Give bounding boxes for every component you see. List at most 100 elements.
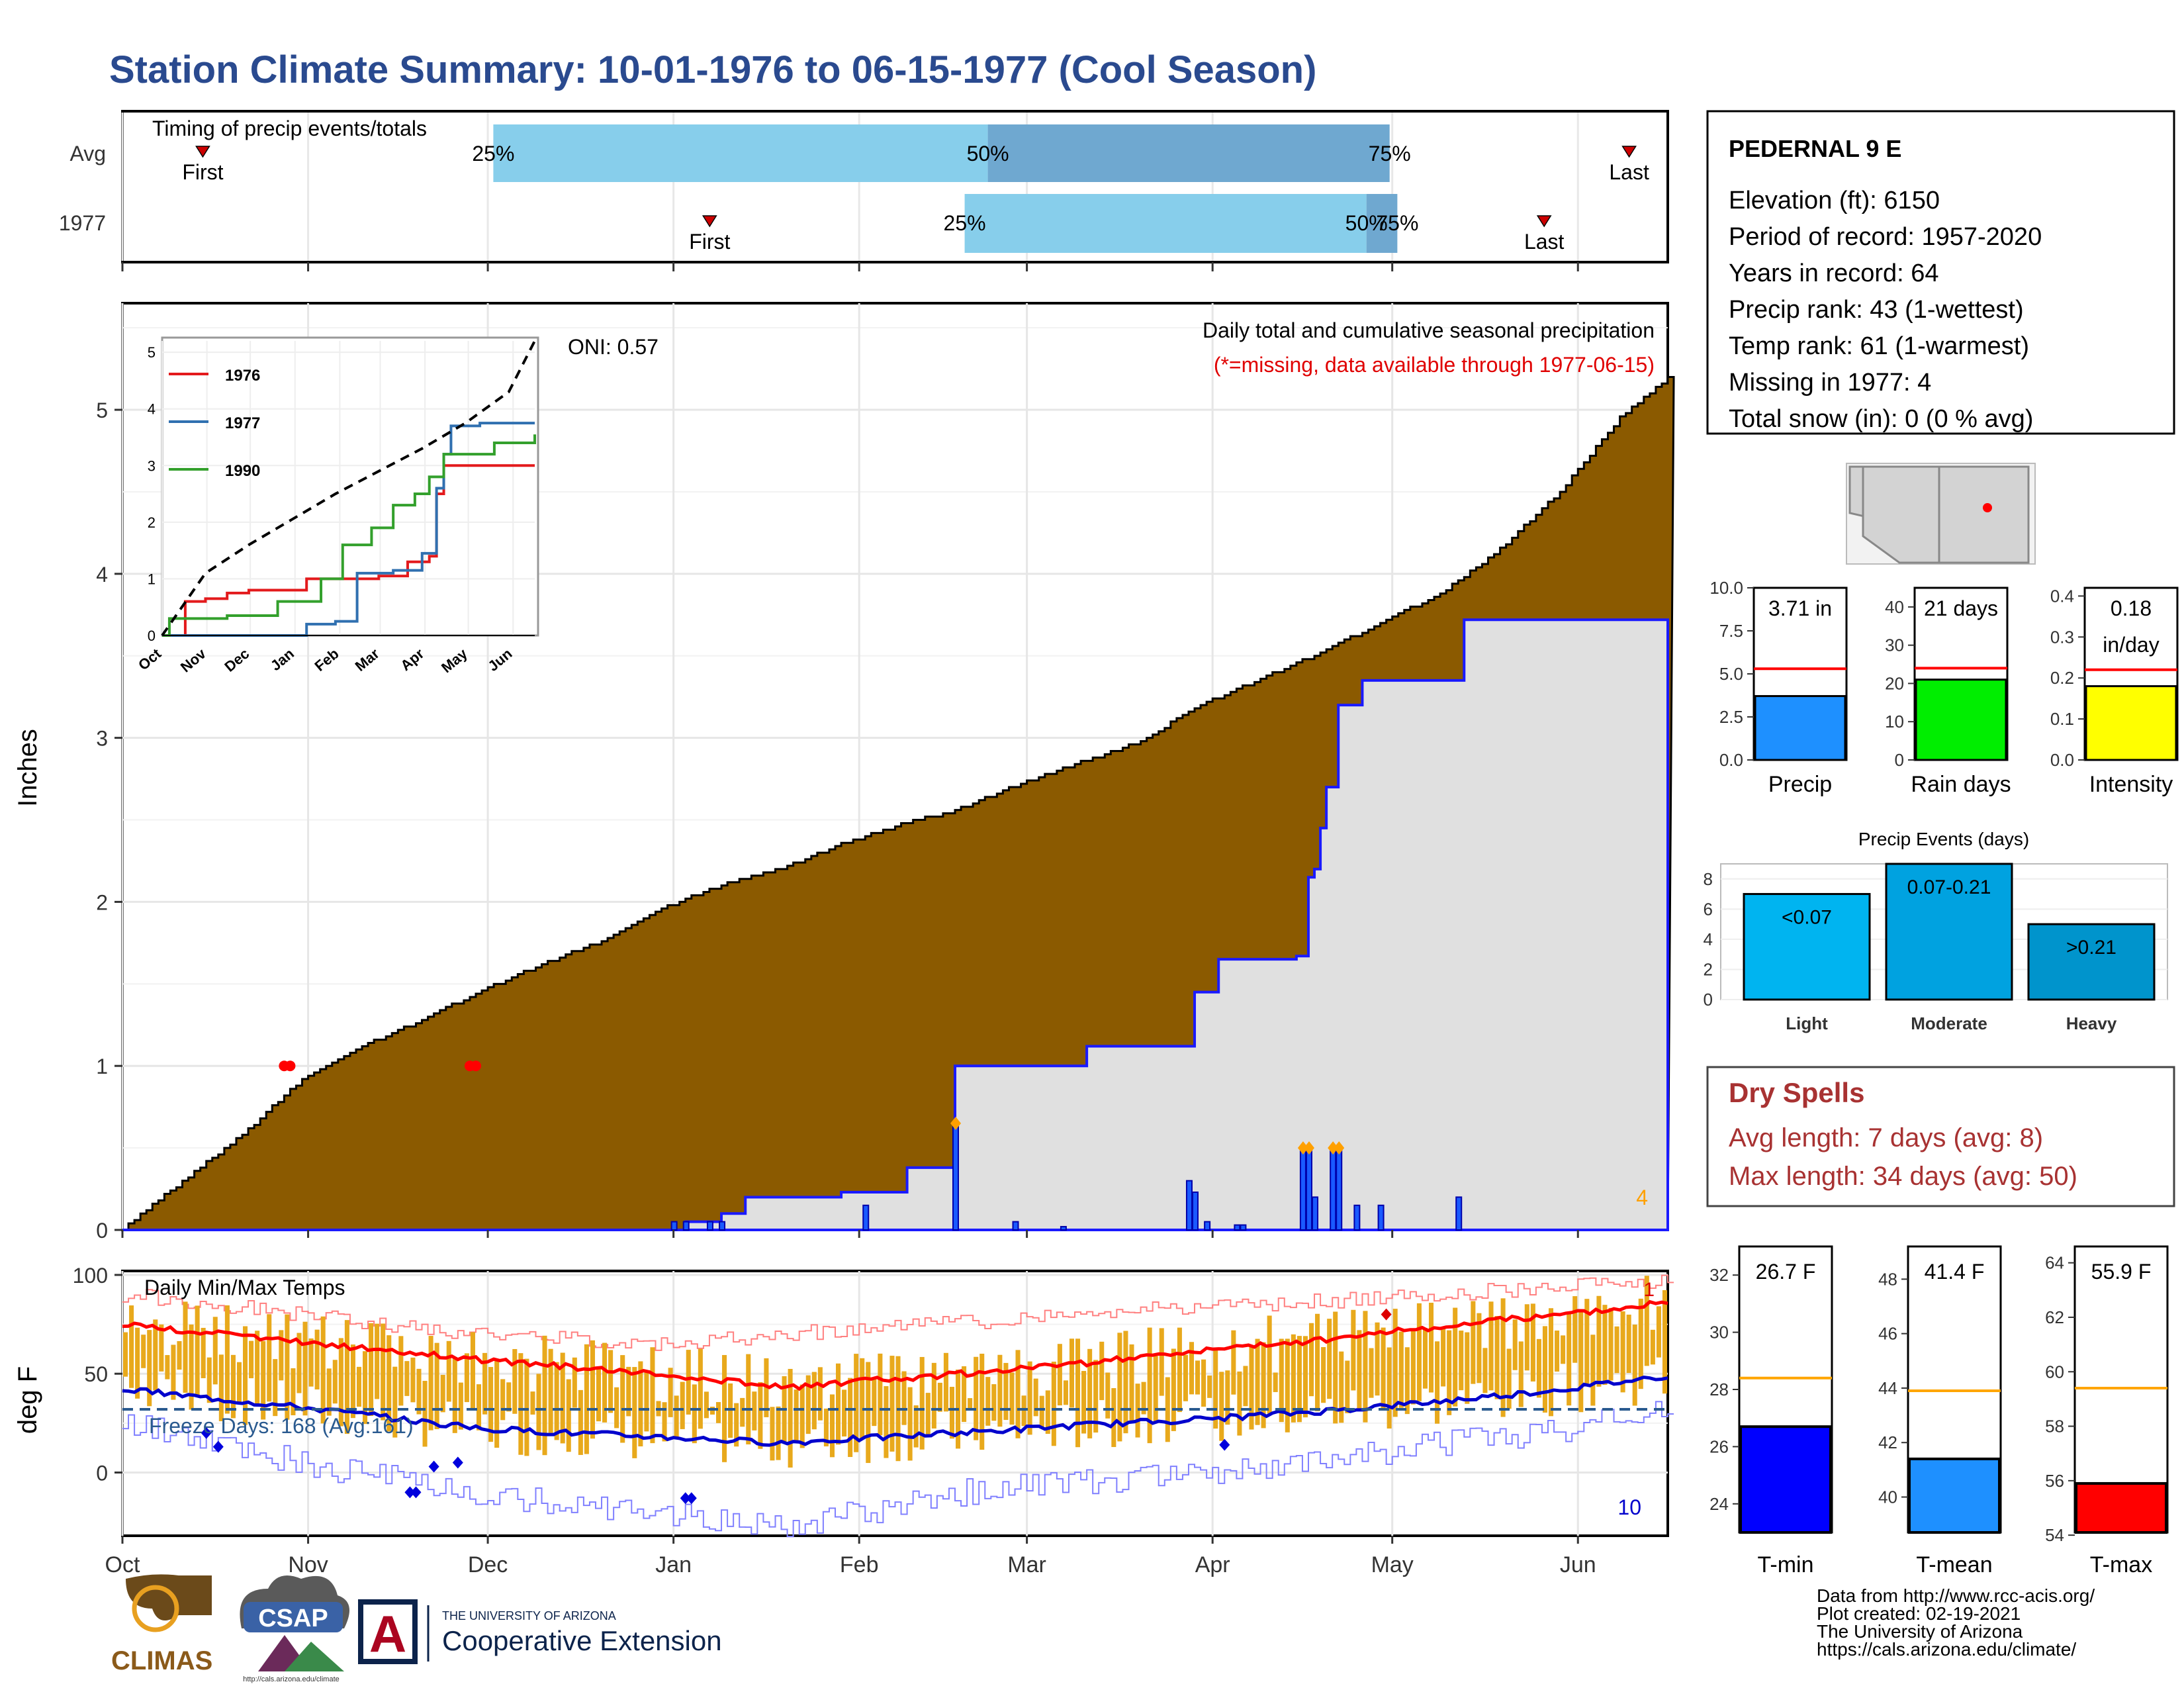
- daily-temp-bar: [1063, 1380, 1068, 1405]
- daily-temp-bar: [650, 1347, 655, 1444]
- record-low-marker: [428, 1460, 439, 1473]
- events-bar-label: <0.07: [1782, 907, 1832, 929]
- daily-temp-bar: [1237, 1371, 1242, 1436]
- freeze-days-label: Freeze Days: 168 (Avg:161): [149, 1414, 414, 1438]
- avg-low-line: [122, 1376, 1668, 1447]
- daily-temp-bar: [302, 1321, 308, 1416]
- daily-temp-bar: [129, 1305, 134, 1388]
- daily-temp-bar: [1273, 1372, 1278, 1392]
- events-category-label: Light: [1786, 1013, 1828, 1033]
- summary-precip-value: 3.71 in: [1768, 596, 1832, 620]
- daily-temp-bar: [1524, 1304, 1529, 1371]
- timing-first-marker: [195, 146, 210, 158]
- summary-intensity-value-unit: in/day: [2103, 633, 2159, 657]
- inset-legend: 1976 1977 1990: [169, 367, 260, 480]
- events-bar-label: 0.07-0.21: [1907, 876, 1991, 898]
- daily-temp-bar: [913, 1405, 919, 1448]
- daily-precip-bar: [1012, 1221, 1019, 1231]
- daily-precip-bar: [1234, 1224, 1241, 1231]
- daily-temp-bar: [584, 1344, 589, 1454]
- daily-temp-bar: [530, 1391, 535, 1415]
- daily-temp-bar: [332, 1360, 338, 1404]
- daily-temp-bar: [1459, 1331, 1464, 1391]
- summary-intensity-tick-label: 0.0: [2050, 750, 2074, 770]
- summary-intensity-value: 0.18: [2111, 596, 2152, 620]
- daily-temp-bar: [805, 1375, 811, 1434]
- daily-temp-bar: [1279, 1338, 1284, 1423]
- daily-temp-bar: [770, 1407, 775, 1461]
- month-label: Dec: [468, 1552, 508, 1577]
- daily-temp-bar: [314, 1329, 320, 1389]
- daily-temp-bar: [1291, 1334, 1296, 1423]
- daily-temp-bar: [135, 1327, 140, 1399]
- precip-ytick-label: 1: [96, 1055, 108, 1078]
- summary-intensity-tick-label: 0.1: [2050, 709, 2074, 729]
- timing-title: Timing of precip events/totals: [152, 117, 427, 140]
- daily-temp-bar: [1183, 1354, 1188, 1401]
- daily-temp-bar: [1435, 1341, 1440, 1424]
- daily-temp-bar: [1482, 1348, 1488, 1393]
- tempbar-tmin-label: T-min: [1758, 1552, 1814, 1577]
- daily-temp-bar: [1231, 1330, 1236, 1395]
- daily-temp-bar: [434, 1342, 439, 1429]
- precip-ytick-label: 3: [96, 727, 108, 751]
- daily-temp-bar: [878, 1353, 883, 1436]
- daily-temp-bar: [1626, 1314, 1631, 1374]
- daily-temp-bar: [1656, 1306, 1661, 1358]
- daily-temp-bar: [692, 1384, 697, 1444]
- tempbar-tmax-tick-label: 58: [2045, 1417, 2064, 1436]
- daily-temp-bar: [1171, 1348, 1176, 1431]
- precip-ytick-label: 2: [96, 890, 108, 914]
- daily-temp-bar: [344, 1320, 349, 1434]
- daily-temp-bar: [476, 1384, 482, 1430]
- daily-temp-bar: [715, 1402, 721, 1423]
- daily-temp-bar: [422, 1381, 428, 1447]
- daily-temp-bar: [183, 1301, 188, 1393]
- daily-precip-bar: [1192, 1192, 1199, 1231]
- daily-temp-bar: [1536, 1338, 1541, 1398]
- daily-temp-bar: [872, 1377, 877, 1427]
- daily-temp-bar: [674, 1395, 679, 1438]
- daily-temp-bar: [596, 1368, 602, 1422]
- timing-panel: Timing of precip events/totals Avg 1977 …: [59, 110, 1669, 271]
- daily-precip-bar: [719, 1221, 726, 1231]
- daily-temp-bar: [1219, 1372, 1224, 1441]
- daily-temp-bar: [320, 1316, 326, 1424]
- daily-temp-bar: [632, 1367, 637, 1458]
- daily-temp-bar: [1153, 1356, 1158, 1423]
- tempbar-tmean-bar: [1908, 1457, 2001, 1534]
- daily-precip-bar: [1299, 1147, 1306, 1231]
- daily-temp-bar: [1530, 1303, 1535, 1382]
- daily-temp-bar: [1620, 1311, 1625, 1393]
- daily-temp-bar: [901, 1371, 907, 1425]
- tempbar-tmax-value: 55.9 F: [2091, 1260, 2152, 1284]
- timing-label-75: 75%: [1369, 142, 1411, 165]
- daily-temp-bar: [794, 1389, 799, 1442]
- daily-temp-bar: [1195, 1360, 1201, 1395]
- station-line-snow: Total snow (in): 0 (0 % avg): [1729, 405, 2033, 433]
- daily-temp-bar: [1159, 1328, 1164, 1396]
- daily-temp-bar: [159, 1324, 164, 1372]
- inset-series-1977: [162, 422, 535, 637]
- daily-temp-bar: [1141, 1382, 1146, 1415]
- daily-temp-bar: [1363, 1311, 1368, 1423]
- inset-avg-line: [161, 340, 536, 637]
- daily-temp-bar: [1111, 1387, 1116, 1447]
- daily-precip-bar: [682, 1221, 690, 1231]
- tempbar-tmean-tick-label: 46: [1878, 1324, 1897, 1344]
- daily-temp-bar: [1105, 1372, 1111, 1419]
- daily-temp-bar: [536, 1374, 541, 1450]
- daily-temp-bar: [1494, 1316, 1500, 1399]
- daily-temp-bar: [1387, 1347, 1392, 1429]
- daily-temp-bar: [255, 1331, 260, 1406]
- daily-temp-bar: [1093, 1360, 1099, 1433]
- daily-temp-bar: [381, 1323, 386, 1421]
- timing-bar-25-50: [493, 124, 988, 182]
- daily-temp-bar: [506, 1382, 512, 1412]
- daily-temp-bar: [518, 1353, 523, 1455]
- daily-temp-bar: [392, 1366, 398, 1438]
- daily-temp-bar: [1057, 1344, 1062, 1406]
- climas-logo-text: CLIMAS: [111, 1646, 212, 1675]
- daily-temp-bar: [494, 1360, 500, 1448]
- daily-temp-bar: [224, 1305, 230, 1414]
